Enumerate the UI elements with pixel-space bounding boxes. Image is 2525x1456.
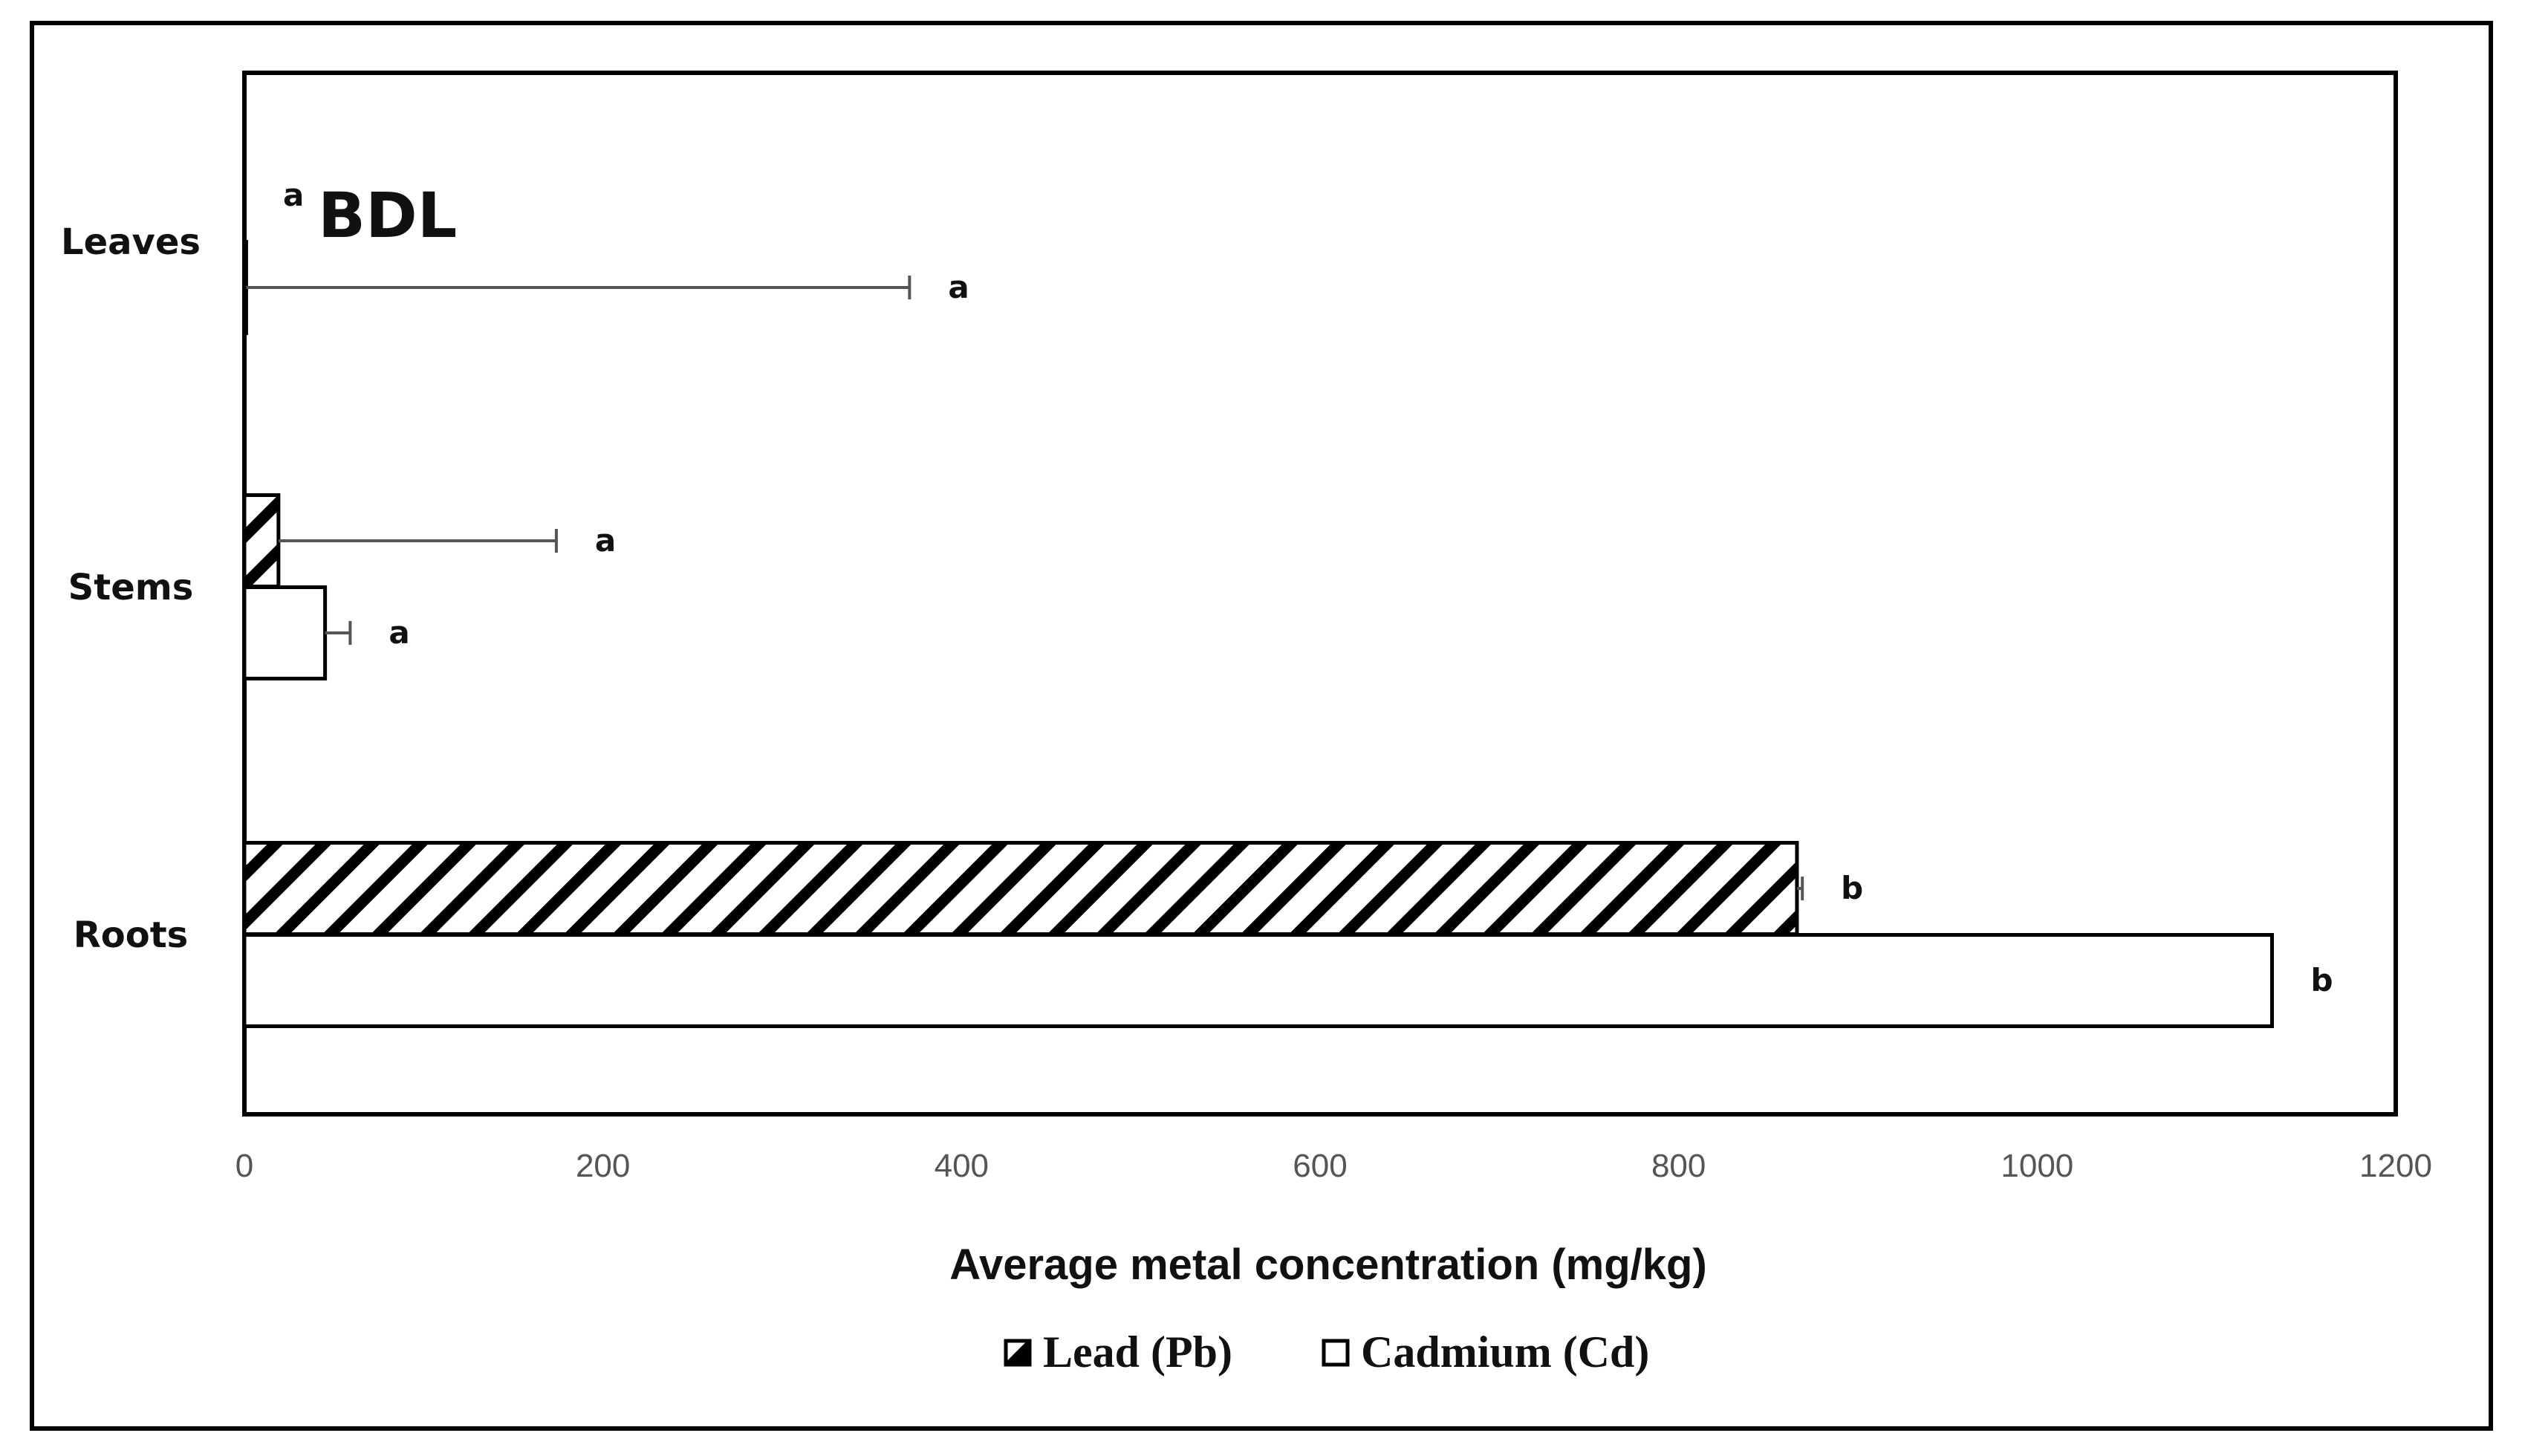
legend-swatch-cadmium — [1322, 1339, 1350, 1367]
x-tick-label-800: 800 — [1651, 1148, 1706, 1184]
category-label-roots: Roots — [74, 914, 188, 956]
significance-letter-cadmium-roots: b — [2310, 962, 2333, 998]
significance-letter-lead-stems: a — [595, 522, 616, 559]
legend-label-lead: Lead (Pb) — [1043, 1327, 1232, 1377]
legend-swatch-fill-lead — [1006, 1341, 1030, 1365]
category-label-stems: Stems — [68, 567, 194, 608]
category-label-leaves: Leaves — [61, 221, 201, 263]
chart-frame — [30, 21, 2493, 1431]
x-tick-label-1000: 1000 — [2001, 1148, 2073, 1184]
legend-label-cadmium: Cadmium (Cd) — [1361, 1327, 1649, 1377]
x-tick-label-600: 600 — [1293, 1148, 1347, 1184]
significance-letter-cadmium-stems: a — [389, 614, 409, 651]
bar-lead-roots — [242, 841, 1799, 936]
x-tick-label-1200: 1200 — [2359, 1148, 2432, 1184]
x-tick-label-400: 400 — [935, 1148, 989, 1184]
significance-letter-lead-leaves: a — [283, 177, 304, 213]
bar-lead-stems — [242, 493, 281, 588]
significance-letter-lead-roots: b — [1841, 870, 1863, 906]
x-axis-label: Average metal concentration (mg/kg) — [949, 1241, 1707, 1289]
bar-cadmium-stems — [242, 585, 328, 680]
bar-cadmium-leaves — [242, 240, 248, 335]
significance-letter-cadmium-leaves: a — [948, 269, 969, 305]
x-tick-label-0: 0 — [235, 1148, 253, 1184]
x-tick-label-200: 200 — [576, 1148, 630, 1184]
bar-cadmium-roots — [242, 933, 2274, 1028]
bdl-annotation: BDL — [318, 179, 457, 252]
